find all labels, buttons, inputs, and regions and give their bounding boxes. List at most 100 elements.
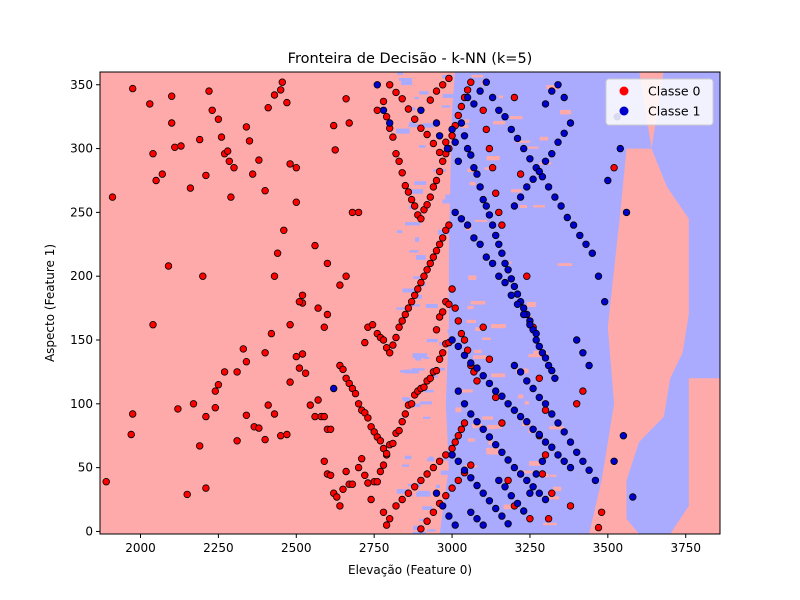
data-point-class-1: [604, 176, 612, 185]
data-point-class-1: [548, 87, 556, 95]
data-point-class-1: [504, 520, 512, 528]
data-point-class-0: [379, 336, 388, 344]
data-point-class-0: [401, 410, 409, 418]
data-point-class-1: [544, 183, 553, 191]
data-point-class-1: [460, 351, 469, 359]
data-point-class-0: [286, 160, 294, 168]
region-streak: [402, 288, 417, 293]
region-streak: [432, 375, 438, 378]
data-point-class-0: [432, 326, 441, 334]
data-point-class-1: [523, 476, 531, 485]
data-point-class-1: [448, 336, 456, 344]
data-point-class-0: [439, 157, 447, 165]
data-point-class-0: [277, 432, 285, 440]
data-point-class-0: [295, 298, 304, 306]
region-streak: [423, 416, 431, 419]
data-point-class-0: [311, 412, 319, 421]
data-point-class-1: [463, 144, 472, 153]
region-streak: [487, 424, 502, 429]
data-point-class-1: [566, 463, 575, 472]
data-point-class-1: [498, 249, 506, 257]
region-streak: [397, 72, 404, 75]
data-point-class-0: [149, 149, 157, 158]
data-point-class-1: [513, 134, 522, 143]
region-streak: [412, 531, 426, 534]
data-point-class-0: [358, 455, 366, 463]
data-point-class-1: [535, 167, 543, 176]
data-point-class-1: [510, 463, 519, 472]
data-point-class-0: [442, 138, 450, 146]
data-point-class-0: [354, 463, 363, 472]
data-point-class-0: [457, 425, 466, 433]
data-point-class-1: [526, 321, 534, 329]
data-point-class-0: [227, 193, 235, 201]
data-point-class-0: [485, 355, 494, 363]
region-streak: [412, 353, 428, 358]
data-point-class-0: [404, 105, 413, 113]
y-axis-label: Aspecto (Feature 1): [43, 244, 57, 362]
region-streak: [529, 461, 541, 466]
region-streak: [401, 80, 413, 86]
data-point-class-1: [482, 202, 490, 210]
data-point-class-1: [460, 400, 469, 408]
data-point-class-1: [548, 366, 556, 375]
data-point-class-0: [128, 410, 137, 418]
data-point-class-0: [429, 508, 438, 516]
data-point-class-1: [516, 193, 525, 201]
data-point-class-1: [510, 361, 519, 370]
data-point-class-0: [479, 106, 487, 114]
data-point-class-0: [407, 195, 416, 204]
region-streak: [464, 119, 470, 123]
data-point-class-0: [435, 457, 444, 465]
y-tick-label: 350: [70, 78, 93, 92]
data-point-class-0: [202, 171, 210, 180]
data-point-class-1: [501, 278, 509, 287]
x-axis: 2000 2250 2500 2750 3000 3250 3500 3750: [125, 534, 701, 555]
data-point-class-0: [579, 387, 587, 395]
data-point-class-0: [364, 414, 372, 422]
data-point-class-0: [597, 508, 606, 516]
data-point-class-0: [382, 521, 391, 529]
data-point-class-1: [482, 78, 490, 86]
data-point-class-0: [205, 87, 213, 95]
data-point-class-0: [311, 241, 319, 250]
data-point-class-0: [423, 130, 431, 139]
region-streak: [549, 426, 564, 430]
data-point-class-1: [432, 489, 441, 497]
data-point-class-0: [326, 425, 335, 433]
region-streak: [440, 470, 454, 475]
data-point-class-1: [523, 183, 531, 191]
data-point-class-0: [333, 493, 341, 501]
region-streak: [503, 504, 514, 510]
data-point-class-1: [460, 132, 469, 140]
data-point-class-0: [220, 368, 229, 376]
region-streak: [491, 373, 506, 378]
data-point-class-1: [535, 489, 543, 497]
data-point-class-0: [398, 169, 406, 177]
data-point-class-1: [492, 504, 500, 513]
data-point-class-0: [417, 476, 425, 485]
data-point-class-0: [467, 78, 475, 86]
data-point-class-1: [535, 393, 543, 402]
region-streak: [545, 473, 549, 478]
data-point-class-1: [501, 112, 509, 121]
data-point-class-0: [432, 246, 441, 255]
data-point-class-1: [498, 448, 506, 456]
data-point-class-0: [264, 103, 272, 112]
data-point-class-0: [214, 115, 223, 123]
data-point-class-0: [482, 125, 490, 134]
data-point-class-1: [529, 425, 537, 433]
region-streak: [447, 370, 461, 374]
data-point-class-0: [331, 146, 339, 154]
data-point-class-0: [439, 349, 447, 357]
data-point-class-1: [526, 155, 534, 163]
data-point-class-0: [301, 369, 310, 377]
data-point-class-0: [401, 310, 409, 319]
region-streak: [408, 124, 420, 128]
region-streak: [524, 401, 529, 405]
data-point-class-0: [404, 188, 413, 196]
data-point-class-0: [451, 304, 459, 312]
data-point-class-1: [566, 119, 575, 127]
data-point-class-1: [576, 231, 584, 240]
data-point-class-0: [463, 86, 472, 94]
